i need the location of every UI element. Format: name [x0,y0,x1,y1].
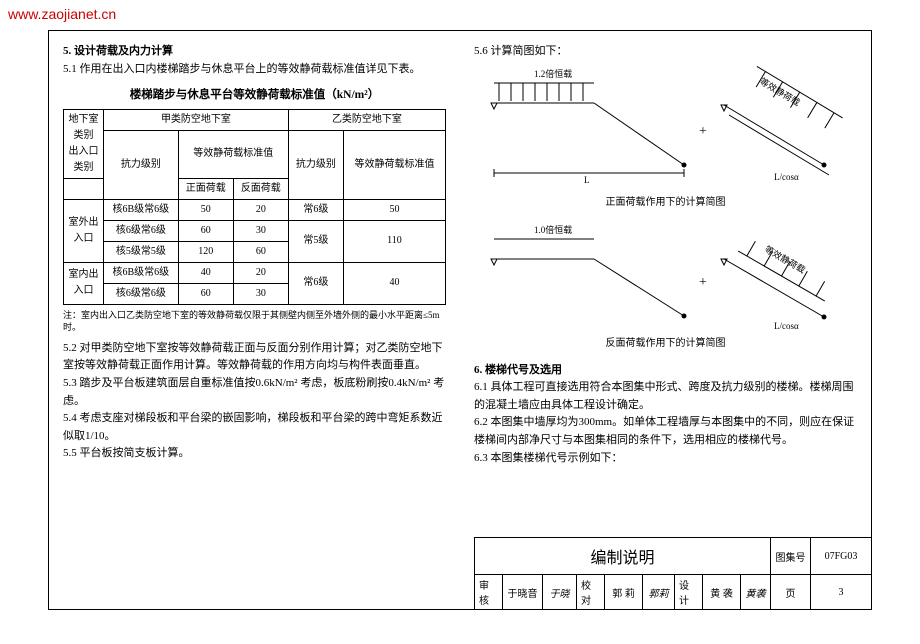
svg-text:+: + [699,124,707,139]
review-name: 于晓音 [503,575,543,609]
page-frame: 5. 设计荷载及内力计算 5.1 作用在出入口内楼梯踏步与休息平台上的等效静荷载… [48,30,872,610]
table-caption: 楼梯踏步与休息平台等效静荷载标准值（kN/m²） [63,86,446,104]
dim-Lcos: L/cosα [774,172,799,182]
para-5-5: 5.5 平台板按简支板计算。 [63,445,446,463]
para-5-4: 5.4 考虑支座对梯段板和平台梁的嵌固影响，梯段板和平台梁的跨中弯矩系数近似取1… [63,410,446,445]
atlas-no: 07FG03 [811,538,871,574]
load-table: 地下室类别出入口类别 甲类防空地下室 乙类防空地下室 抗力级别 等效静荷载标准值… [63,109,446,305]
para-6-3: 6.3 本图集楼梯代号示例如下： [474,450,857,468]
design-sig: 黄袭 [741,575,771,609]
review-sig: 于晓 [543,575,577,609]
heading-5: 5. 设计荷载及内力计算 [63,43,446,61]
right-column: 5.6 计算简图如下： 1.2倍恒载 L + [474,43,857,467]
diagram-1-caption: 正面荷载作用下的计算简图 [474,195,857,211]
design-label: 设计 [675,575,703,609]
diagram-front-load: 1.2倍恒载 L + 等效静荷载 L/cosα 正面荷载作用下的计算简图 [474,65,857,211]
th-resist-a: 抗力级别 [104,130,179,199]
th-type-a: 甲类防空地下室 [104,109,289,130]
th-basement: 地下室类别 [69,114,99,141]
table-row: 室外出入口 核6B级常6级5020 常6级50 [64,199,446,220]
diagram-back-load: 1.0倍恒载 + 等效静荷载 L/cosα 反面荷载作用下的计算简图 [474,221,857,352]
table-note: 注：室内出入口乙类防空地下室的等效静荷载仅限于其侧壁内侧至外墙外侧的最小水平距离… [63,309,446,334]
table-row: 室内出入口 核6B级常6级4020 常6级40 [64,262,446,283]
titleblock-title: 编制说明 [475,538,771,574]
th-back: 反面荷载 [233,178,288,199]
heading-6: 6. 楼梯代号及选用 [474,362,857,380]
watermark-url: www.zaojianet.cn [8,6,116,22]
design-name: 黄 袭 [703,575,741,609]
th-resist-b: 抗力级别 [288,130,343,199]
th-front: 正面荷载 [178,178,233,199]
page-label: 页 [771,575,811,609]
th-std-b: 等效静荷载标准值 [343,130,445,199]
para-5-3: 5.3 踏步及平台板建筑面层自重标准值按0.6kN/m² 考虑，板底粉刷按0.4… [63,375,446,410]
para-6-2: 6.2 本图集中墙厚均为300mm。如单体工程墙厚与本图集中的不同，则应在保证楼… [474,414,857,449]
proof-name: 郭 莉 [605,575,643,609]
dim-Lcos-2: L/cosα [774,321,799,331]
load-label-3: 1.0倍恒载 [534,224,572,235]
th-std-load: 等效静荷载标准值 [178,130,288,178]
proof-label: 校对 [577,575,605,609]
proof-sig: 郭莉 [643,575,675,609]
para-5-2: 5.2 对甲类防空地下室按等效静荷载正面与反面分别作用计算；对乙类防空地下室按等… [63,340,446,375]
table-row: 核6级常6级6030 常5级110 [64,220,446,241]
title-block: 编制说明 图集号 07FG03 审核 于晓音 于晓 校对 郭 莉 郭莉 设计 黄… [474,537,871,609]
load-label-1: 1.2倍恒载 [534,68,572,79]
th-entrance: 出入口类别 [69,146,99,173]
th-type-b: 乙类防空地下室 [288,109,445,130]
page-no: 3 [811,575,871,609]
atlas-label: 图集号 [771,538,811,574]
review-label: 审核 [475,575,503,609]
left-column: 5. 设计荷载及内力计算 5.1 作用在出入口内楼梯踏步与休息平台上的等效静荷载… [63,43,446,467]
svg-text:+: + [699,275,707,290]
para-5-6: 5.6 计算简图如下： [474,43,857,61]
para-5-1: 5.1 作用在出入口内楼梯踏步与休息平台上的等效静荷载标准值详见下表。 [63,61,446,79]
diagram-2-caption: 反面荷载作用下的计算简图 [474,336,857,352]
dim-L: L [584,175,590,185]
para-6-1: 6.1 具体工程可直接选用符合本图集中形式、跨度及抗力级别的楼梯。楼梯周围的混凝… [474,379,857,414]
